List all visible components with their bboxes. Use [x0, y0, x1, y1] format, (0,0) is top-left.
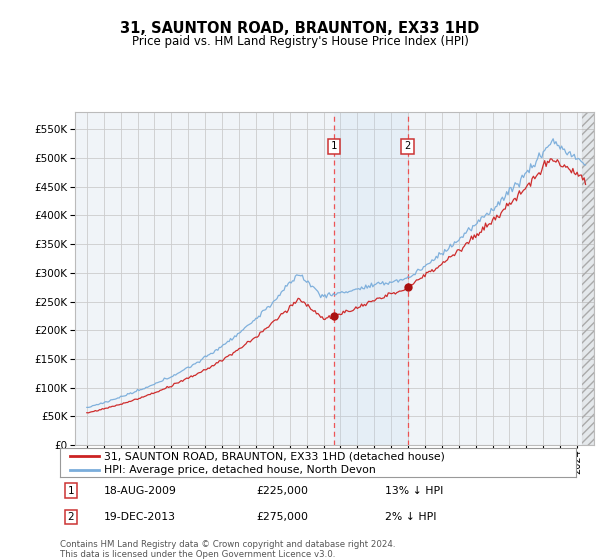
Text: 1: 1 [331, 142, 337, 151]
Text: 1: 1 [68, 486, 74, 496]
Text: HPI: Average price, detached house, North Devon: HPI: Average price, detached house, Nort… [104, 465, 376, 475]
Text: Price paid vs. HM Land Registry's House Price Index (HPI): Price paid vs. HM Land Registry's House … [131, 35, 469, 48]
Text: £275,000: £275,000 [256, 512, 308, 522]
Text: 13% ↓ HPI: 13% ↓ HPI [385, 486, 443, 496]
Bar [582, 112, 594, 445]
Text: 31, SAUNTON ROAD, BRAUNTON, EX33 1HD: 31, SAUNTON ROAD, BRAUNTON, EX33 1HD [121, 21, 479, 36]
Text: £225,000: £225,000 [256, 486, 308, 496]
Text: 18-AUG-2009: 18-AUG-2009 [104, 486, 177, 496]
Text: 2: 2 [68, 512, 74, 522]
Text: 31, SAUNTON ROAD, BRAUNTON, EX33 1HD (detached house): 31, SAUNTON ROAD, BRAUNTON, EX33 1HD (de… [104, 451, 445, 461]
Text: Contains HM Land Registry data © Crown copyright and database right 2024.
This d: Contains HM Land Registry data © Crown c… [60, 540, 395, 559]
Bar [334, 112, 407, 445]
Text: 2% ↓ HPI: 2% ↓ HPI [385, 512, 437, 522]
Text: 2: 2 [404, 142, 410, 151]
Text: 19-DEC-2013: 19-DEC-2013 [104, 512, 176, 522]
Bar [582, 112, 594, 445]
